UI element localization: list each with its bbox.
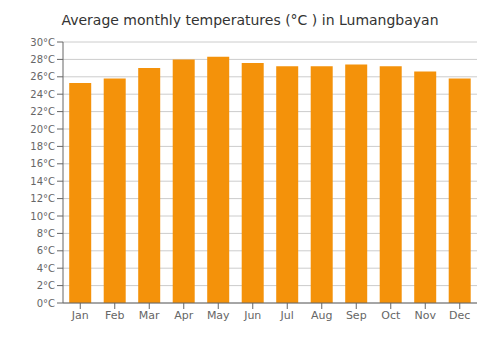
svg-text:0°C: 0°C	[37, 298, 55, 309]
svg-text:Sep: Sep	[346, 309, 367, 322]
svg-text:2°C: 2°C	[37, 280, 55, 291]
svg-text:Jul: Jul	[280, 309, 294, 322]
svg-text:18°C: 18°C	[30, 141, 55, 152]
svg-text:22°C: 22°C	[30, 106, 55, 117]
html-text:Average monthly temperatures (: Average monthly temperatures (°C ) in Lu…	[61, 12, 439, 28]
svg-text:8°C: 8°C	[37, 228, 55, 239]
svg-text:Jan: Jan	[71, 309, 89, 322]
svg-text:20°C: 20°C	[30, 124, 55, 135]
svg-text:28°C: 28°C	[30, 54, 55, 65]
svg-text:30°C: 30°C	[30, 37, 55, 48]
svg-text:6°C: 6°C	[37, 245, 55, 256]
svg-text:26°C: 26°C	[30, 71, 55, 82]
svg-text:Dec: Dec	[449, 309, 470, 322]
svg-text:24°C: 24°C	[30, 89, 55, 100]
svg-text:12°C: 12°C	[30, 193, 55, 204]
svg-text:Apr: Apr	[174, 309, 194, 322]
svg-text:16°C: 16°C	[30, 158, 55, 169]
svg-text:14°C: 14°C	[30, 176, 55, 187]
svg-text:4°C: 4°C	[37, 263, 55, 274]
svg-text:Nov: Nov	[415, 309, 437, 322]
svg-text:Jun: Jun	[243, 309, 261, 322]
svg-text:Feb: Feb	[105, 309, 124, 322]
svg-text:Oct: Oct	[381, 309, 401, 322]
svg-text:Aug: Aug	[311, 309, 332, 322]
svg-text:Mar: Mar	[139, 309, 160, 322]
svg-text:May: May	[207, 309, 230, 322]
svg-text:10°C: 10°C	[30, 211, 55, 222]
